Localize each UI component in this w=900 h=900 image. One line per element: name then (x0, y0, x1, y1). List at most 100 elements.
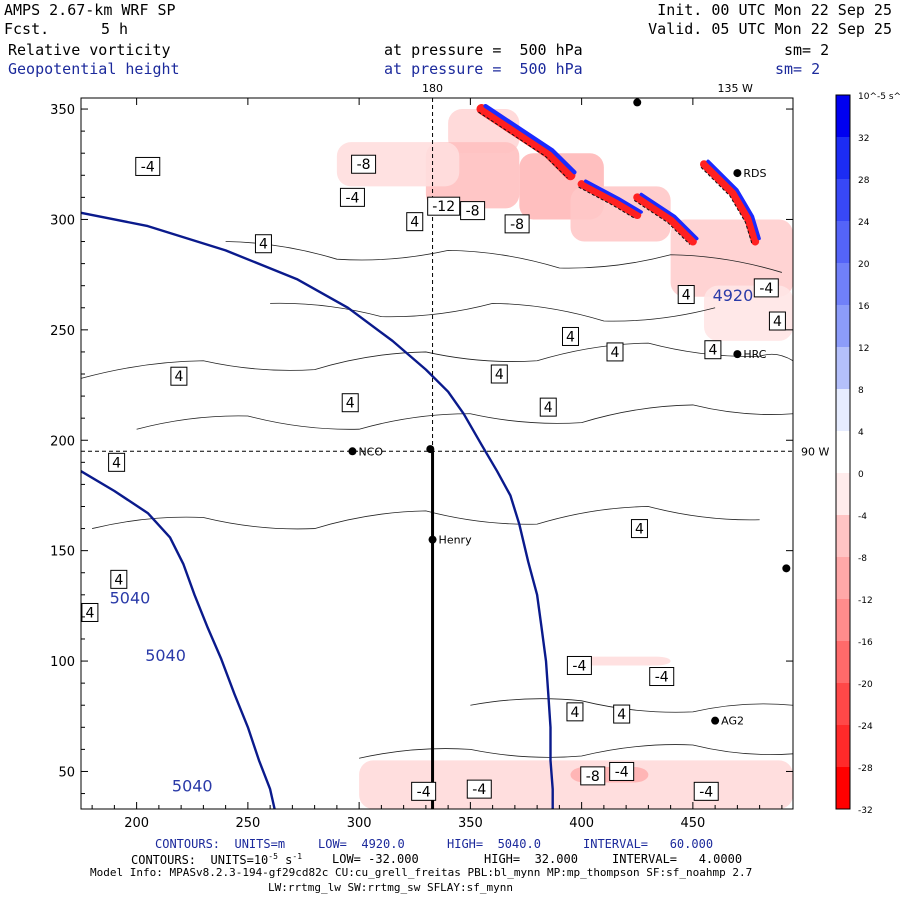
y-tick-label-100: 100 (50, 655, 75, 670)
x-tick-label-450: 450 (680, 816, 705, 831)
colorbar-swatch-13 (836, 641, 850, 684)
colorbar-swatch-8 (836, 431, 850, 474)
colorbar-swatch-2 (836, 179, 850, 222)
height-contour-5040-1 (80, 470, 276, 810)
y-tick-label-250: 250 (50, 324, 75, 339)
field2-smoothing: sm= 2 (775, 60, 821, 78)
footer-vort-low: LOW= -32.000 (332, 852, 419, 866)
vort-label-11: 4 (566, 329, 575, 345)
vort-edge-2 (633, 199, 691, 245)
vort-label-box-6 (504, 214, 530, 234)
height-label-3: 5040 (172, 776, 213, 795)
x-tick-label-200: 200 (124, 816, 149, 831)
vort-label-box-4 (427, 196, 461, 216)
vort-label-box-5 (460, 201, 486, 221)
vort-label-box-11 (562, 326, 579, 346)
vort-label-4: -12 (432, 199, 455, 215)
vort-pos-streak-2 (639, 192, 699, 241)
vorticity-shading (336, 103, 793, 809)
footer-vort-exponent2: -1 (292, 852, 303, 861)
field2-level: at pressure = 500 hPa (384, 60, 583, 78)
field2-name: Geopotential height (8, 60, 180, 78)
vort-label-box-8 (753, 278, 779, 298)
field1-level: at pressure = 500 hPa (384, 41, 583, 59)
height-contour-4920-0 (80, 211, 554, 809)
vort-pos-streak-3 (706, 159, 761, 241)
height-label-1: 5040 (110, 589, 151, 608)
vort-label-9: 4 (682, 288, 691, 304)
colorbar-tick--28: -28 (858, 764, 873, 774)
y-tick-label-150: 150 (50, 545, 75, 560)
vort-label-box-21 (81, 602, 99, 622)
crosshair-guides: 180 135 W 90 W (81, 82, 829, 809)
colorbar-tick-24: 24 (858, 218, 870, 228)
colorbar-tick-0: 0 (858, 470, 864, 480)
station-marker-6 (633, 98, 642, 107)
colorbar-swatch-6 (836, 347, 850, 390)
height-label-2: 5040 (145, 646, 186, 665)
meridian-label-2: 90 W (801, 445, 829, 458)
colorbar-border (835, 94, 851, 810)
station-label-HRC: HRC (743, 348, 766, 361)
colorbar-tick--4: -4 (858, 512, 867, 522)
colorbar-swatch-0 (836, 95, 850, 138)
vort-label-box-2 (339, 187, 365, 207)
vort-label-0: -4 (141, 159, 155, 175)
vort-label-18: 4 (112, 455, 121, 471)
vort-label-23: -4 (655, 670, 669, 686)
station-marker-HRC (733, 350, 742, 359)
vort-label-box-22 (566, 655, 592, 675)
colorbar-unit: 10^-5 s^-1 (858, 92, 900, 102)
colorbar-swatch-14 (836, 683, 850, 726)
vorticity-contours (80, 241, 794, 759)
footer-vort-exponent: -5 (268, 852, 278, 861)
vort-label-8: -4 (759, 281, 773, 297)
station-label-RDS: RDS (743, 167, 766, 180)
vort-label-box-23 (649, 667, 675, 687)
vort-label-15: 4 (495, 367, 504, 383)
y-tick-label-200: 200 (50, 434, 75, 449)
vort-label-box-3 (406, 212, 424, 232)
station-markers: NCO Henry HRC AG2 RDS (348, 98, 791, 728)
colorbar-swatch-7 (836, 389, 850, 432)
height-contours: 4920 5040 5040 5040 (80, 211, 753, 810)
colorbar-tick-12: 12 (858, 344, 869, 354)
field1-name: Relative vorticity (8, 41, 171, 59)
vort-contour-4 (270, 302, 716, 322)
footer-vort-units: CONTOURS: UNITS=10 (131, 853, 269, 867)
forecast-label: Fcst. (4, 20, 50, 38)
vort-label-box-16 (341, 393, 359, 413)
footer-height-contours: CONTOURS: UNITS=m (155, 837, 286, 851)
vort-label-box-10 (768, 311, 786, 331)
station-marker-RDS (733, 169, 742, 178)
x-tick-label-250: 250 (235, 816, 260, 831)
plot-frame (80, 97, 794, 810)
vort-label-1: -8 (357, 157, 371, 173)
vort-label-box-19 (630, 519, 648, 539)
vort-label-6: -8 (510, 217, 524, 233)
vort-neg-streak-3 (700, 160, 760, 246)
vort-label-box-12 (606, 342, 624, 362)
station-marker-NCO (348, 447, 357, 456)
vort-label-26: -8 (586, 769, 600, 785)
vort-label-12: 4 (611, 345, 620, 361)
meridian-label-0: 180 (422, 82, 443, 95)
colorbar-swatch-5 (836, 305, 850, 348)
vort-label-28: -4 (472, 782, 486, 798)
model-info-physics: LW:rrtmg_lw SW:rrtmg_sw SFLAY:sf_mynn (268, 881, 514, 894)
colorbar-tick-16: 16 (858, 302, 870, 312)
vort-label-box-25 (613, 704, 631, 724)
vort-label-box-20 (110, 569, 128, 589)
footer-vort-unit-s: s (277, 853, 293, 867)
vort-label-10: 4 (773, 314, 782, 330)
footer-vort-high: HIGH= 32.000 (484, 852, 578, 866)
vort-label-box-14 (170, 366, 188, 386)
vort-label-box-15 (490, 364, 508, 384)
valid-time: Valid. 05 UTC Mon 22 Sep 25 (648, 20, 892, 38)
vort-label-box-0 (135, 156, 161, 176)
y-tick-label-300: 300 (50, 213, 75, 228)
colorbar-tick-20: 20 (858, 260, 870, 270)
colorbar-tick-32: 32 (858, 134, 869, 144)
x-tick-label-350: 350 (458, 816, 483, 831)
